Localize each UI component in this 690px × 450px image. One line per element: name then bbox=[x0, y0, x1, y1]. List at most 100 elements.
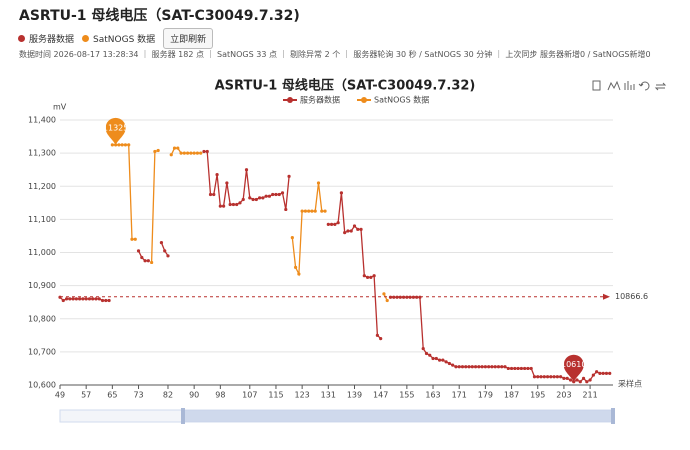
data-point bbox=[182, 151, 186, 155]
data-point bbox=[398, 295, 402, 299]
mark-pin bbox=[563, 354, 584, 382]
data-point bbox=[598, 371, 602, 376]
data-point bbox=[284, 207, 288, 212]
data-point bbox=[493, 365, 497, 369]
tool-icon[interactable] bbox=[607, 80, 621, 91]
data-point bbox=[595, 370, 599, 374]
data-point bbox=[123, 143, 128, 147]
legend-dot bbox=[287, 97, 293, 103]
refresh-button[interactable]: 立即刷新 bbox=[163, 28, 214, 49]
zoom-handle[interactable] bbox=[181, 408, 185, 424]
series-line bbox=[112, 144, 388, 301]
data-point bbox=[91, 297, 95, 301]
x-tick-label: 179 bbox=[478, 391, 493, 400]
x-tick-label: 187 bbox=[504, 391, 519, 400]
data-point bbox=[444, 360, 448, 364]
data-point bbox=[186, 151, 190, 155]
tool-icon[interactable] bbox=[592, 80, 601, 91]
data-point bbox=[552, 375, 556, 379]
data-point bbox=[437, 358, 442, 362]
x-tick-label: 107 bbox=[242, 391, 257, 400]
data-point bbox=[424, 351, 429, 356]
data-point bbox=[297, 272, 301, 276]
zoom-window[interactable] bbox=[183, 410, 613, 422]
data-point bbox=[585, 380, 589, 384]
x-tick-label: 82 bbox=[163, 391, 173, 400]
data-point bbox=[153, 149, 157, 154]
data-point bbox=[84, 297, 88, 301]
legend-dot bbox=[18, 35, 25, 42]
mark-pin bbox=[105, 117, 126, 145]
data-point bbox=[176, 146, 180, 150]
y-axis-label: mV bbox=[53, 103, 67, 112]
data-point bbox=[280, 191, 285, 195]
mark-pin-label: 11325 bbox=[103, 123, 128, 132]
data-point bbox=[271, 192, 275, 197]
data-point bbox=[421, 346, 425, 351]
page-title: ASRTU-1 母线电压（SAT-C30049.7.32) bbox=[19, 8, 300, 24]
data-point bbox=[156, 148, 160, 153]
data-point bbox=[562, 376, 566, 380]
data-point bbox=[320, 209, 324, 213]
data-point bbox=[392, 295, 396, 299]
data-point bbox=[464, 365, 468, 369]
x-tick-label: 147 bbox=[373, 391, 388, 400]
data-point bbox=[61, 298, 65, 303]
data-point bbox=[189, 151, 193, 155]
data-point bbox=[205, 149, 209, 154]
y-tick-label: 10,900 bbox=[28, 281, 56, 290]
data-point bbox=[447, 361, 451, 366]
data-point bbox=[375, 333, 380, 337]
data-point bbox=[483, 365, 487, 369]
data-point bbox=[244, 168, 249, 172]
y-tick-label: 11,200 bbox=[28, 182, 56, 191]
data-point bbox=[352, 224, 357, 228]
data-point bbox=[526, 366, 530, 371]
data-point bbox=[316, 181, 321, 185]
legend-label: 服务器数据 bbox=[29, 35, 75, 45]
data-point bbox=[192, 151, 196, 155]
data-point bbox=[323, 209, 327, 213]
data-point bbox=[222, 204, 226, 208]
data-point bbox=[163, 249, 167, 253]
data-point bbox=[254, 197, 258, 202]
legend-dot bbox=[82, 35, 90, 42]
data-point bbox=[146, 259, 150, 263]
data-point bbox=[457, 365, 461, 369]
data-point bbox=[379, 337, 383, 341]
data-zoom[interactable] bbox=[59, 408, 615, 424]
data-point bbox=[536, 375, 540, 379]
data-point bbox=[388, 295, 393, 299]
data-point bbox=[604, 371, 609, 376]
data-point bbox=[87, 297, 92, 301]
data-point bbox=[578, 380, 582, 384]
data-point bbox=[58, 295, 62, 299]
tool-icon[interactable] bbox=[624, 81, 635, 90]
data-point bbox=[454, 365, 458, 369]
tool-icon[interactable] bbox=[638, 81, 650, 91]
y-tick-label: 11,100 bbox=[28, 215, 56, 224]
data-point bbox=[97, 297, 101, 301]
data-point bbox=[231, 202, 236, 207]
data-point bbox=[212, 192, 216, 197]
tool-icon[interactable] bbox=[654, 82, 667, 91]
data-point bbox=[467, 365, 471, 369]
data-point bbox=[559, 375, 563, 379]
data-point bbox=[140, 255, 144, 260]
data-point bbox=[290, 235, 294, 240]
data-point bbox=[307, 209, 311, 213]
data-point bbox=[539, 375, 543, 379]
data-point bbox=[503, 365, 507, 369]
x-tick-label: 98 bbox=[215, 391, 225, 400]
data-point bbox=[172, 146, 177, 150]
x-tick-label: 139 bbox=[347, 391, 362, 400]
zoom-handle[interactable] bbox=[611, 408, 615, 424]
data-point bbox=[264, 194, 268, 198]
data-point bbox=[362, 274, 366, 278]
data-point bbox=[487, 365, 491, 369]
data-point bbox=[199, 151, 203, 155]
data-point bbox=[428, 353, 432, 357]
data-point bbox=[310, 209, 314, 213]
